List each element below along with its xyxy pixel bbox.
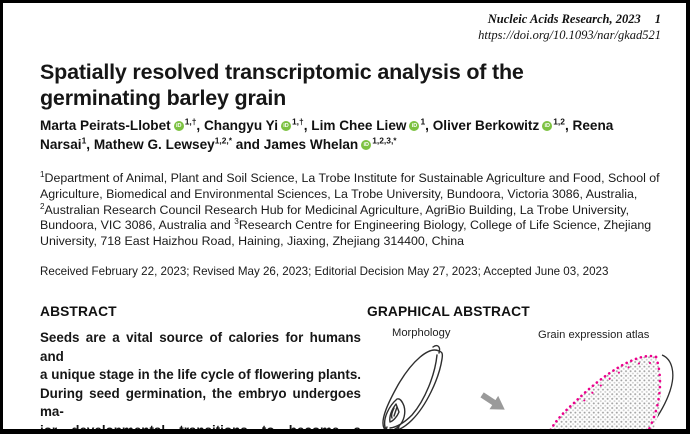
author-separator: and xyxy=(232,136,264,152)
orcid-icon[interactable]: iD xyxy=(542,121,553,131)
author-sup: 1,† xyxy=(184,116,197,127)
author-name: Marta Peirats-Llobet xyxy=(40,118,171,133)
author-separator: , xyxy=(196,118,204,133)
author: Mathew G. Lewsey1,2,* and xyxy=(93,134,264,152)
orcid-icon[interactable]: iD xyxy=(361,139,372,150)
abstract-text-line: Seeds are a vital source of calories for… xyxy=(40,330,361,364)
author-sup: 1,2,* xyxy=(214,134,233,145)
abstract-text-line: During seed germination, the embryo unde… xyxy=(40,385,361,420)
barley-grain-drawing-icon xyxy=(382,344,444,429)
abstract-text-line: jor developmental transitions to become … xyxy=(40,422,361,429)
author-name: James Whelan xyxy=(263,136,359,152)
graphical-abstract-heading: GRAPHICAL ABSTRACT xyxy=(367,304,530,319)
affiliations: 1Department of Animal, Plant and Soil Sc… xyxy=(40,169,664,250)
orcid-icon[interactable]: iD xyxy=(409,121,420,131)
grain-expression-atlas-label: Grain expression atlas xyxy=(538,329,650,341)
author-separator: , xyxy=(425,118,433,133)
author: Lim Chee Liew iD 1, xyxy=(311,116,433,133)
author-separator: , xyxy=(86,136,94,152)
author-list: Marta Peirats-Llobet iD 1,†, Changyu Yi iD 1… xyxy=(40,117,652,154)
author-sup: 1,† xyxy=(292,116,304,127)
affiliation-text: Department of Animal, Plant and Soil Sci… xyxy=(40,171,660,201)
author-sup: 1,2 xyxy=(553,116,565,127)
author-sup: 1 xyxy=(81,134,87,145)
abstract-heading: ABSTRACT xyxy=(40,304,117,319)
grain-expression-atlas-drawing-icon xyxy=(549,354,674,429)
author: Marta Peirats-Llobet iD 1,†, xyxy=(40,116,204,133)
author-name: Reena Narsai xyxy=(40,118,614,152)
author-name: Changyu Yi xyxy=(203,118,278,133)
doi-link[interactable]: https://doi.org/10.1093/nar/gkad521 xyxy=(478,27,661,42)
paper-title: Spatially resolved transcriptomic analys… xyxy=(40,60,524,110)
submission-dates: Received February 22, 2023; Revised May … xyxy=(40,265,609,278)
orcid-icon[interactable]: iD xyxy=(173,121,184,131)
affiliation-text: Research Centre for Engineering Biology,… xyxy=(40,218,652,249)
journal-header: Nucleic Acids Research, 2023 1 https://do… xyxy=(478,12,661,43)
author-separator: , xyxy=(303,118,312,133)
arrow-right-icon xyxy=(480,392,505,410)
affiliation-text: Australian Research Council Research Hub… xyxy=(40,202,630,233)
abstract-text-line: a unique stage in the life cycle of flow… xyxy=(40,367,361,383)
author: James Whelan iD 1,2,3,* xyxy=(263,134,397,152)
affiliation-sup: 3 xyxy=(234,217,239,227)
author-name: Oliver Berkowitz xyxy=(432,118,540,133)
author: Reena Narsai1, xyxy=(40,118,613,152)
paper-page: Nucleic Acids Research, 2023 1 https://do… xyxy=(3,3,686,429)
affiliation-sup: 2 xyxy=(40,201,45,211)
author-name: Mathew G. Lewsey xyxy=(93,136,215,152)
author: Oliver Berkowitz iD 1,2, xyxy=(432,116,573,133)
graphical-abstract-section: GRAPHICAL ABSTRACT xyxy=(367,304,667,329)
author-sup: 1,2,3,* xyxy=(372,134,397,145)
orcid-icon[interactable]: iD xyxy=(281,121,291,131)
morphology-label: Morphology xyxy=(392,327,451,339)
abstract-section: ABSTRACT Seeds are a vital source of cal… xyxy=(40,304,361,429)
author-sup: 1 xyxy=(420,116,426,127)
page-number: 1 xyxy=(654,12,661,26)
journal-name: Nucleic Acids Research, 2023 xyxy=(487,12,641,26)
author: Changyu Yi iD 1,†, xyxy=(203,116,312,133)
author-name: Lim Chee Liew xyxy=(311,118,407,133)
author-separator: , xyxy=(564,118,573,133)
affiliation-sup: 1 xyxy=(40,169,45,179)
